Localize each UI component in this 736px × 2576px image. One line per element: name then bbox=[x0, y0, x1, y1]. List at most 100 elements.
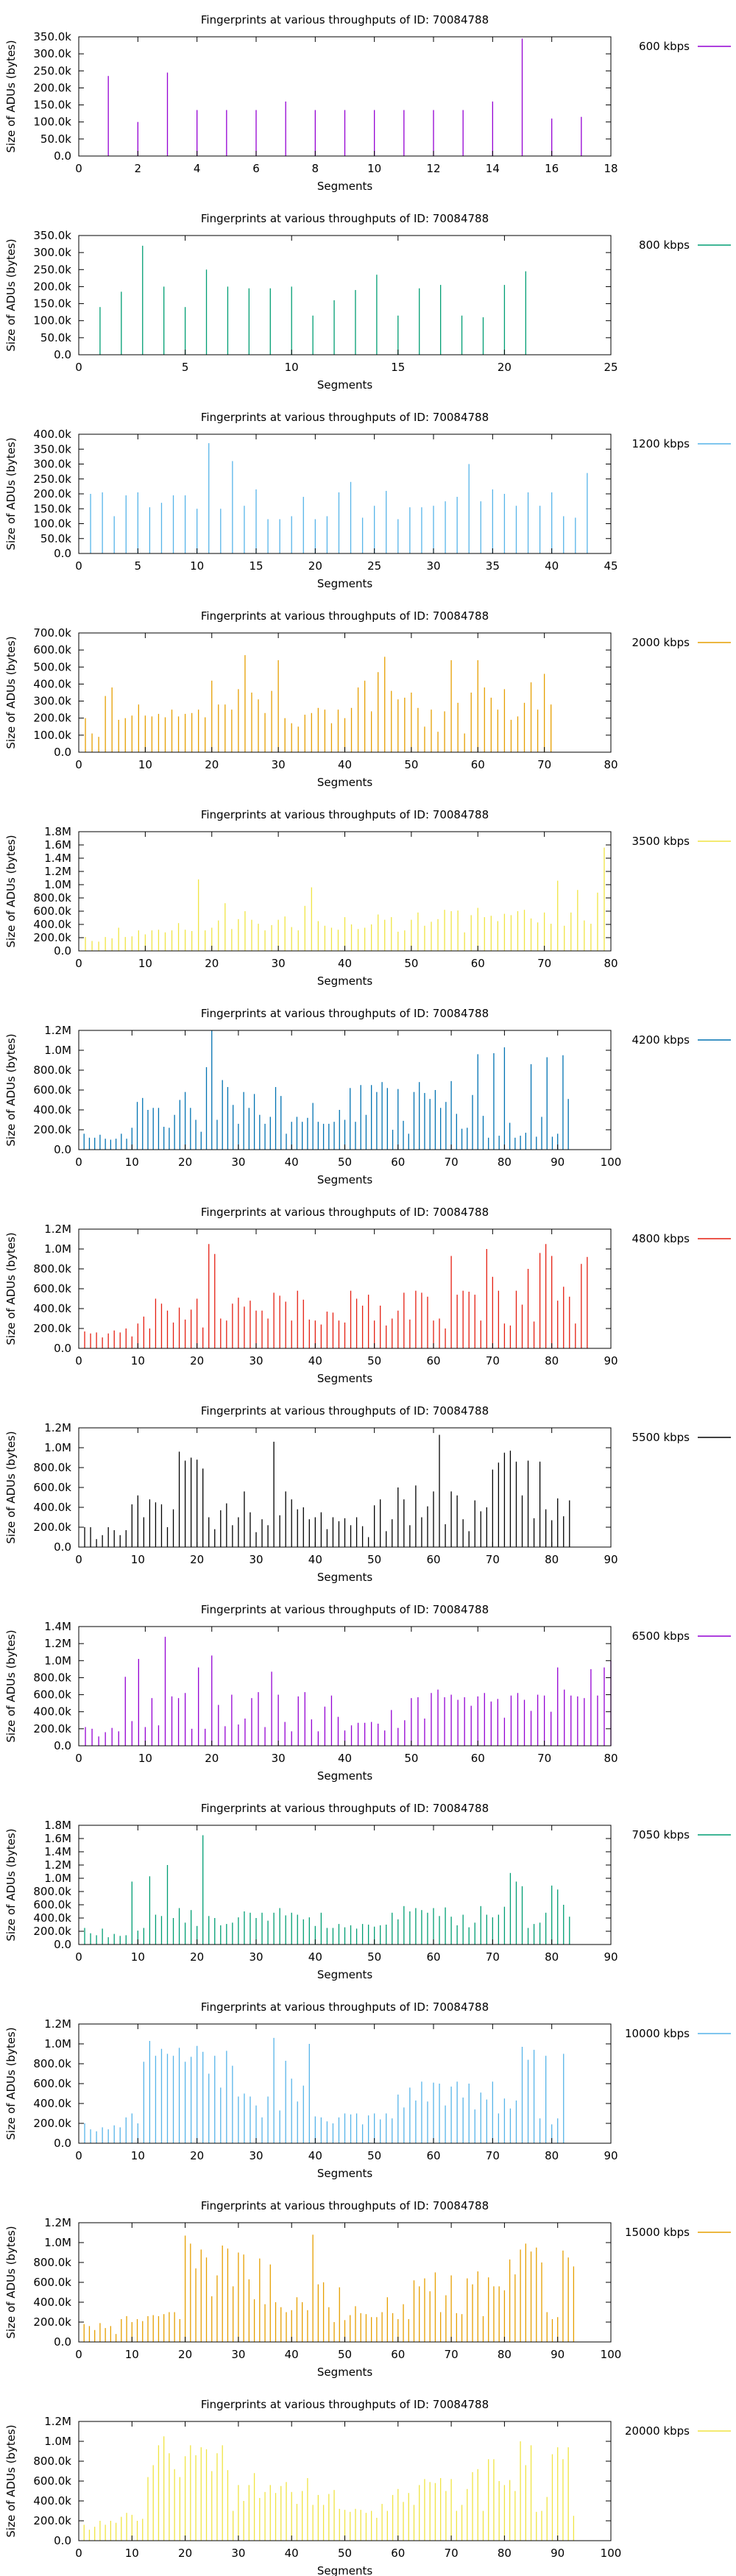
y-tick-label: 0.0 bbox=[54, 944, 71, 958]
y-axis-label: Size of ADUs (bytes) bbox=[4, 1630, 18, 1742]
x-tick-label: 0 bbox=[75, 957, 82, 970]
y-tick-label: 1.0M bbox=[44, 1242, 71, 1256]
x-tick-label: 90 bbox=[551, 2348, 565, 2361]
y-tick-label: 0.0 bbox=[54, 1739, 71, 1752]
x-tick-label: 50 bbox=[338, 2547, 352, 2560]
y-axis-label: Size of ADUs (bytes) bbox=[4, 2027, 18, 2140]
legend-label: 5500 kbps bbox=[632, 1431, 690, 1444]
y-tick-label: 200.0k bbox=[33, 2117, 71, 2130]
chart-title: Fingerprints at various throughputs of I… bbox=[201, 2398, 489, 2411]
y-tick-label: 1.2M bbox=[44, 2216, 71, 2229]
x-tick-label: 0 bbox=[75, 1950, 82, 1964]
y-tick-label: 400.0k bbox=[33, 918, 71, 931]
x-tick-label: 90 bbox=[551, 1156, 565, 1169]
y-tick-label: 1.0M bbox=[44, 2435, 71, 2448]
legend-label: 600 kbps bbox=[639, 40, 690, 53]
x-tick-label: 50 bbox=[404, 1752, 418, 1765]
x-axis-label: Segments bbox=[317, 180, 373, 193]
x-tick-label: 20 bbox=[498, 361, 512, 374]
y-axis-label: Size of ADUs (bytes) bbox=[4, 2226, 18, 2338]
x-axis-label: Segments bbox=[317, 577, 373, 590]
x-tick-label: 60 bbox=[426, 2149, 440, 2162]
x-tick-label: 70 bbox=[486, 1354, 500, 1367]
y-tick-label: 800.0k bbox=[33, 1262, 71, 1275]
y-tick-label: 1.2M bbox=[44, 1637, 71, 1650]
x-tick-label: 45 bbox=[604, 559, 618, 573]
y-axis-label: Size of ADUs (bytes) bbox=[4, 1033, 18, 1146]
y-tick-label: 200.0k bbox=[33, 1722, 71, 1735]
x-tick-label: 60 bbox=[391, 1156, 405, 1169]
x-tick-label: 14 bbox=[486, 162, 500, 175]
y-tick-label: 1.2M bbox=[44, 2415, 71, 2428]
y-tick-label: 50.0k bbox=[40, 331, 71, 344]
x-tick-label: 30 bbox=[231, 2348, 245, 2361]
y-axis-label: Size of ADUs (bytes) bbox=[4, 1828, 18, 1941]
x-tick-label: 12 bbox=[426, 162, 440, 175]
y-tick-label: 150.0k bbox=[33, 297, 71, 311]
x-tick-label: 16 bbox=[545, 162, 559, 175]
y-tick-label: 400.0k bbox=[33, 2494, 71, 2508]
x-tick-label: 30 bbox=[249, 2149, 263, 2162]
x-tick-label: 60 bbox=[471, 957, 485, 970]
x-tick-label: 20 bbox=[190, 1553, 204, 1566]
x-tick-label: 80 bbox=[545, 1354, 559, 1367]
x-tick-label: 20 bbox=[190, 1950, 204, 1964]
x-tick-label: 40 bbox=[285, 1156, 299, 1169]
x-tick-label: 30 bbox=[249, 1950, 263, 1964]
x-tick-label: 50 bbox=[367, 1553, 381, 1566]
x-tick-label: 30 bbox=[426, 559, 440, 573]
y-tick-label: 200.0k bbox=[33, 1123, 71, 1136]
legend-label: 20000 kbps bbox=[625, 2424, 690, 2438]
y-axis-label: Size of ADUs (bytes) bbox=[4, 437, 18, 550]
y-tick-label: 150.0k bbox=[33, 502, 71, 515]
x-tick-label: 80 bbox=[545, 1950, 559, 1964]
y-tick-label: 1.0M bbox=[44, 1872, 71, 1885]
y-axis-label: Size of ADUs (bytes) bbox=[4, 1232, 18, 1345]
y-tick-label: 600.0k bbox=[33, 2276, 71, 2289]
x-axis-label: Segments bbox=[317, 1769, 373, 1783]
y-tick-label: 1.4M bbox=[44, 852, 71, 865]
plot-frame bbox=[78, 434, 612, 554]
x-tick-label: 20 bbox=[205, 1752, 219, 1765]
chart-title: Fingerprints at various throughputs of I… bbox=[201, 212, 489, 225]
x-tick-label: 10 bbox=[125, 1156, 139, 1169]
x-tick-label: 20 bbox=[178, 2547, 192, 2560]
x-tick-label: 80 bbox=[498, 2348, 512, 2361]
x-tick-label: 5 bbox=[135, 559, 142, 573]
x-tick-label: 30 bbox=[231, 2547, 245, 2560]
y-tick-label: 200.0k bbox=[33, 487, 71, 500]
y-tick-label: 100.0k bbox=[33, 517, 71, 531]
y-axis-label: Size of ADUs (bytes) bbox=[4, 40, 18, 152]
x-tick-label: 60 bbox=[426, 1354, 440, 1367]
y-tick-label: 250.0k bbox=[33, 64, 71, 77]
chart-title: Fingerprints at various throughputs of I… bbox=[201, 1007, 489, 1020]
x-tick-label: 40 bbox=[308, 1950, 322, 1964]
x-tick-label: 100 bbox=[601, 1156, 622, 1169]
y-tick-label: 400.0k bbox=[33, 1302, 71, 1315]
x-tick-label: 60 bbox=[426, 1950, 440, 1964]
x-tick-label: 30 bbox=[272, 1752, 286, 1765]
x-tick-label: 10 bbox=[190, 559, 204, 573]
x-tick-label: 35 bbox=[486, 559, 500, 573]
x-tick-label: 0 bbox=[75, 2547, 82, 2560]
y-tick-label: 0.0 bbox=[54, 149, 71, 163]
x-tick-label: 100 bbox=[601, 2348, 622, 2361]
plot-frame bbox=[78, 235, 612, 355]
chart-title: Fingerprints at various throughputs of I… bbox=[201, 1603, 489, 1616]
y-tick-label: 1.2M bbox=[44, 865, 71, 878]
legend-label: 800 kbps bbox=[639, 238, 690, 252]
y-tick-label: 200.0k bbox=[33, 81, 71, 94]
y-tick-label: 800.0k bbox=[33, 1461, 71, 1474]
x-tick-label: 10 bbox=[138, 1752, 152, 1765]
y-tick-label: 0.0 bbox=[54, 746, 71, 759]
x-tick-label: 50 bbox=[367, 1354, 381, 1367]
y-tick-label: 800.0k bbox=[33, 891, 71, 905]
y-axis-label: Size of ADUs (bytes) bbox=[4, 2424, 18, 2537]
y-tick-label: 100.0k bbox=[33, 314, 71, 328]
y-tick-label: 600.0k bbox=[33, 905, 71, 918]
x-tick-label: 40 bbox=[338, 957, 352, 970]
chart-panel: Fingerprints at various throughputs of I… bbox=[4, 1603, 731, 1783]
y-tick-label: 1.2M bbox=[44, 1222, 71, 1236]
x-tick-label: 90 bbox=[604, 1553, 618, 1566]
